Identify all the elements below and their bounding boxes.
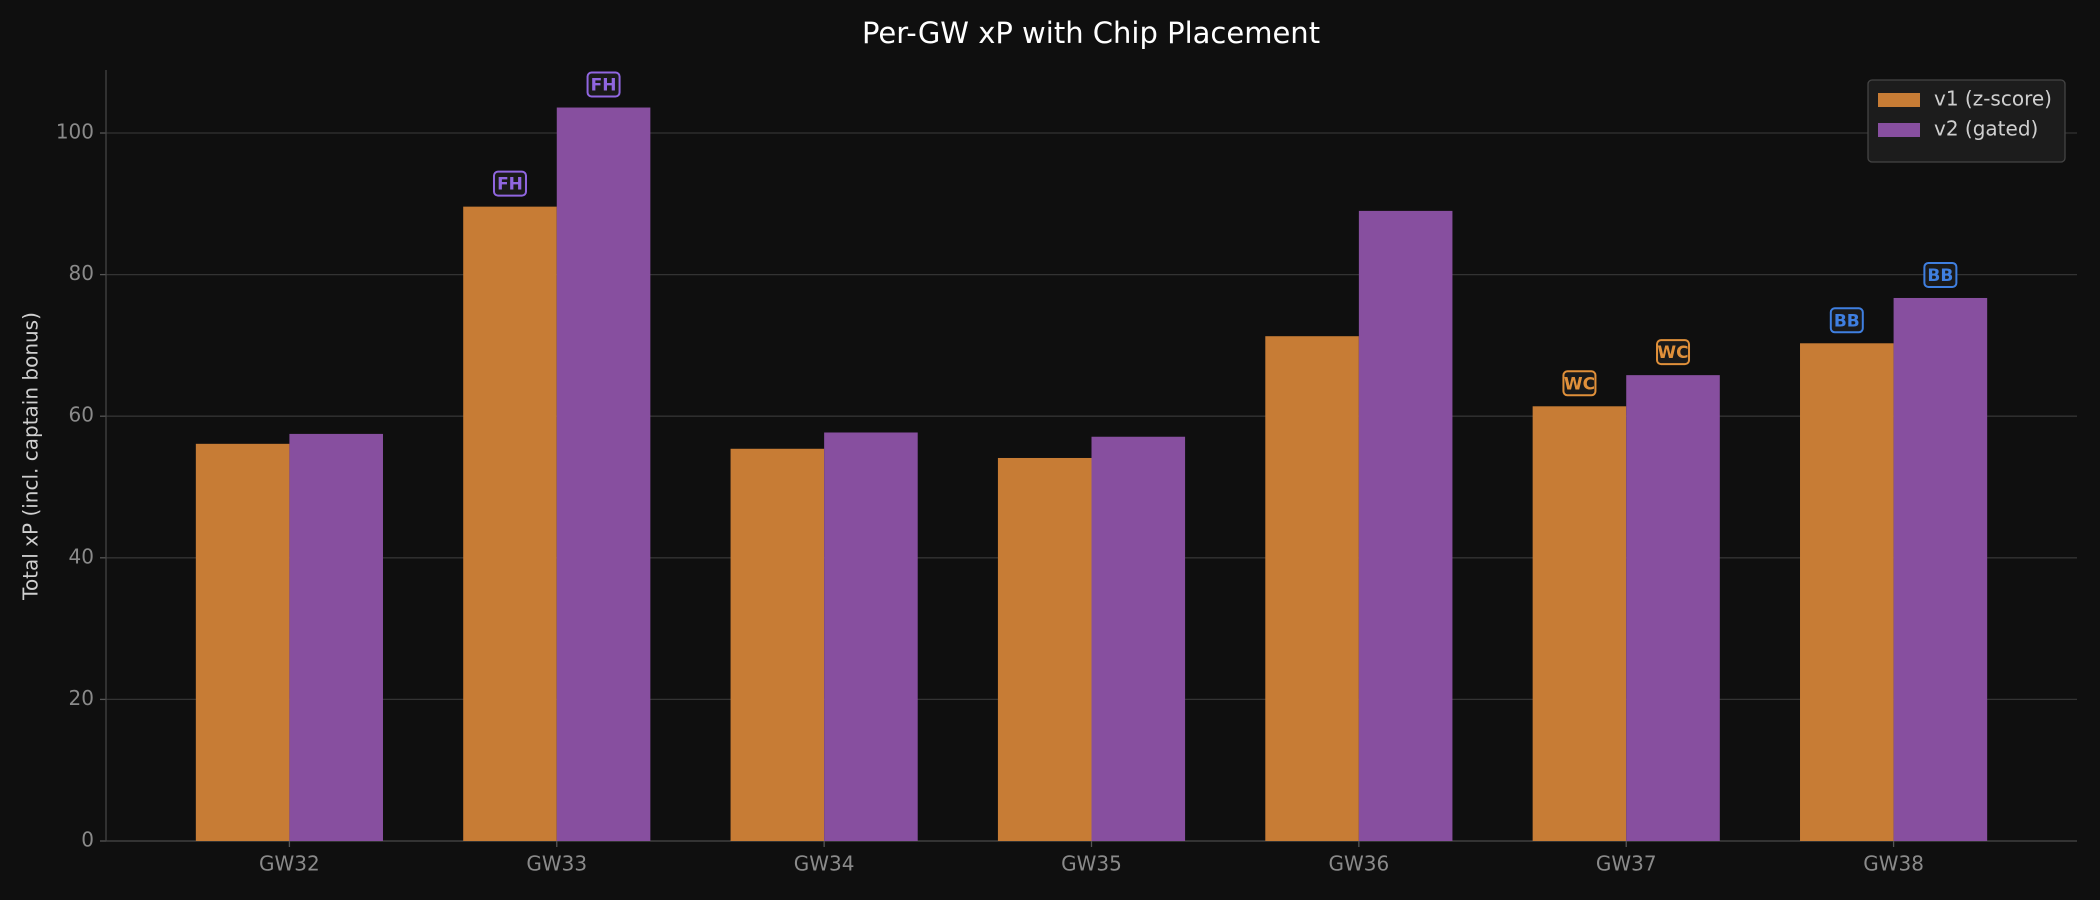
chip-box: [492, 170, 527, 197]
y-tick-label: 40: [69, 544, 94, 568]
chip-box: [1656, 339, 1691, 366]
bar: [463, 206, 557, 842]
chip-box: [1562, 370, 1597, 397]
bar: [1265, 336, 1359, 841]
x-tick-label: GW32: [259, 852, 320, 876]
bar: [824, 432, 918, 841]
x-tick-label: GW34: [794, 852, 855, 876]
x-tick-label: GW37: [1596, 852, 1657, 876]
bar: [1091, 436, 1186, 841]
x-tick-label: GW33: [526, 852, 587, 876]
x-tick-label: GW35: [1061, 852, 1122, 876]
x-tick-label: GW38: [1863, 852, 1924, 876]
x-tick-label: GW36: [1328, 852, 1389, 876]
bar: [730, 448, 825, 841]
legend: v1 (z-score) v2 (gated): [1867, 79, 2066, 163]
chip-box: [1829, 307, 1864, 334]
y-tick-label: 20: [69, 686, 94, 710]
chip-box: [586, 71, 621, 98]
chip-label: FH: [497, 175, 523, 195]
y-tick-label: 0: [81, 828, 94, 852]
y-tick-label: 60: [69, 403, 94, 427]
chip-label: WC: [1657, 343, 1688, 363]
bar: [1893, 297, 1988, 842]
chip-label: BB: [1834, 311, 1860, 331]
bar: [1800, 343, 1894, 841]
bar: [289, 433, 383, 841]
bar: [1532, 406, 1627, 841]
chart-title: Per-GW xP with Chip Placement: [862, 16, 1320, 50]
legend-label: v2 (gated): [1934, 117, 2038, 141]
y-tick-label: 100: [56, 120, 94, 144]
y-axis-label: Total xP (incl. captain bonus): [19, 312, 43, 601]
bar: [997, 457, 1092, 841]
chip-box: [1923, 261, 1958, 288]
legend-label: v1 (z-score): [1934, 87, 2052, 111]
chip-label: BB: [1927, 266, 1953, 286]
bar: [1626, 375, 1720, 841]
y-tick-label: 80: [69, 261, 94, 285]
chip-label: WC: [1564, 374, 1595, 394]
legend-swatch: [1878, 93, 1920, 107]
bar: [195, 443, 290, 841]
bar: [1358, 210, 1453, 842]
legend-swatch: [1878, 123, 1920, 137]
bar: [556, 107, 651, 841]
chip-label: FH: [591, 76, 617, 96]
